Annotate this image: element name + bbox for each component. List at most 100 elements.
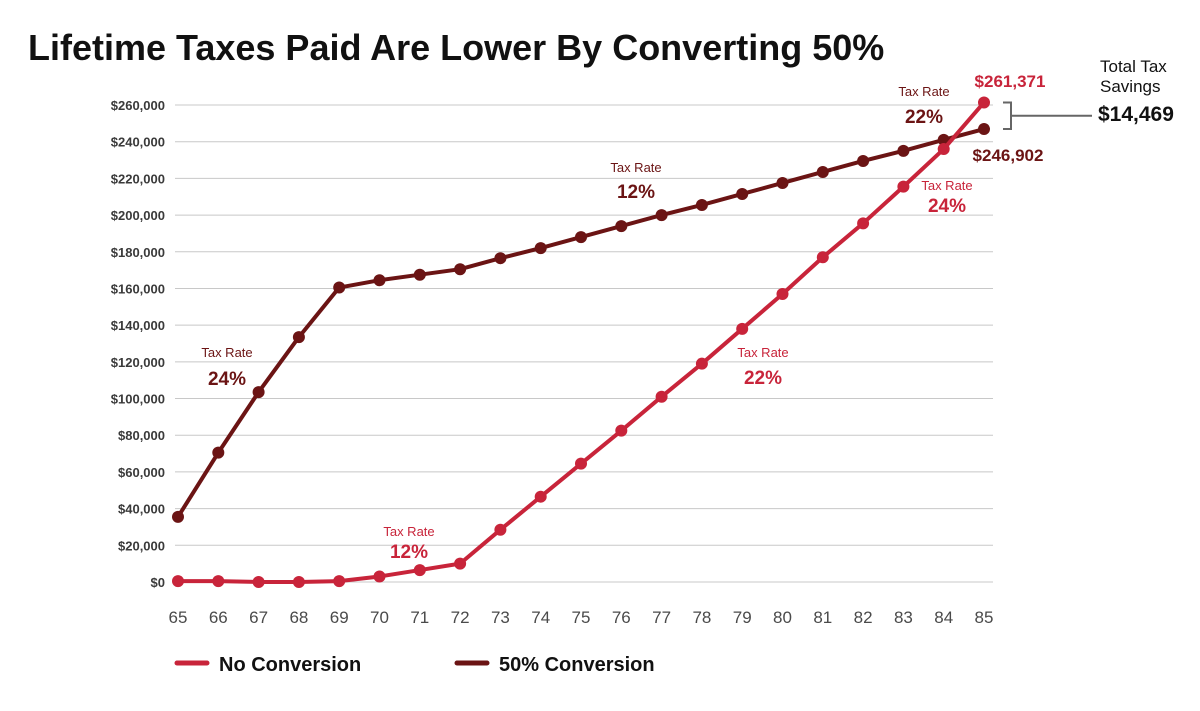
x-tick-label: 84: [934, 608, 953, 627]
data-point-no-conversion: [333, 575, 346, 588]
data-point-50-conversion: [494, 252, 507, 265]
y-tick-label: $100,000: [111, 392, 165, 407]
data-point-50-conversion: [212, 446, 225, 459]
data-point-50-conversion: [897, 144, 910, 157]
x-tick-label: 66: [209, 608, 228, 627]
y-tick-label: $20,000: [118, 538, 165, 553]
tax-rate-label: Tax Rate: [383, 524, 434, 539]
data-point-50-conversion: [695, 198, 708, 211]
tax-rate-label: Tax Rate: [737, 345, 788, 360]
x-tick-label: 69: [330, 608, 349, 627]
chart-title: Lifetime Taxes Paid Are Lower By Convert…: [28, 27, 884, 68]
end-value-label: $261,371: [975, 72, 1046, 91]
x-tick-label: 79: [733, 608, 752, 627]
data-point-50-conversion: [292, 331, 305, 344]
savings-label-line1: Total Tax: [1100, 57, 1167, 76]
data-point-no-conversion: [857, 217, 870, 230]
data-point-no-conversion: [172, 575, 184, 588]
x-axis-ticks: 65 66 67 68 69 70 71 72 73 74 75 76 77 78 79 80 81 82 83 84…: [169, 608, 994, 627]
data-point-50-conversion: [252, 386, 265, 399]
x-tick-label: 76: [612, 608, 631, 627]
legend-label-no-conversion: No Conversion: [219, 654, 361, 676]
tax-rate-annotation: Tax Rate 24%: [921, 178, 972, 217]
savings-bracket: [1003, 101, 1012, 131]
tax-rate-label: Tax Rate: [610, 160, 661, 175]
legend: No Conversion 50% Conversion: [174, 654, 655, 676]
data-point-no-conversion: [534, 490, 547, 503]
data-point-no-conversion: [978, 96, 990, 109]
x-tick-label: 83: [894, 608, 913, 627]
gridlines: [175, 104, 993, 583]
tax-rate-annotation: Tax Rate 22%: [737, 345, 788, 389]
x-tick-label: 78: [692, 608, 711, 627]
total-tax-savings-callout: Total Tax Savings $14,469: [1003, 57, 1174, 131]
data-point-no-conversion: [575, 457, 587, 470]
data-point-50-conversion: [373, 274, 386, 287]
tax-rate-annotation: Tax Rate 22%: [898, 84, 949, 128]
end-value-labels: $261,371 $246,902: [973, 72, 1046, 165]
data-point-no-conversion: [454, 557, 467, 570]
data-point-no-conversion: [897, 180, 910, 193]
tax-rate-value: 24%: [928, 196, 966, 217]
savings-value: $14,469: [1098, 103, 1174, 126]
data-point-no-conversion: [776, 287, 789, 300]
data-point-50-conversion: [534, 242, 547, 255]
x-tick-label: 67: [249, 608, 268, 627]
series-no-conversion: [172, 96, 990, 588]
x-tick-label: 80: [773, 608, 792, 627]
tax-rate-value: 12%: [617, 182, 655, 203]
tax-rate-value: 12%: [390, 542, 428, 563]
data-point-50-conversion: [454, 263, 467, 276]
data-point-50-conversion: [172, 510, 184, 523]
data-point-no-conversion: [373, 570, 386, 583]
data-point-50-conversion: [333, 281, 346, 294]
y-tick-label: $40,000: [118, 502, 165, 517]
x-tick-label: 72: [451, 608, 470, 627]
data-point-50-conversion: [776, 176, 789, 189]
x-tick-label: 70: [370, 608, 389, 627]
data-point-no-conversion: [695, 357, 708, 370]
tax-rate-label: Tax Rate: [898, 84, 949, 99]
x-tick-label: 82: [854, 608, 873, 627]
x-tick-label: 68: [289, 608, 308, 627]
data-point-no-conversion: [655, 390, 668, 403]
data-point-no-conversion: [816, 251, 829, 264]
tax-rate-annotation: Tax Rate 24%: [201, 345, 252, 390]
y-tick-label: $120,000: [111, 355, 165, 370]
series-50-conversion: [172, 123, 990, 523]
data-point-50-conversion: [575, 231, 587, 244]
y-axis-ticks: $0 $20,000 $40,000 $60,000 $80,000 $100,000 $1…: [111, 98, 165, 590]
data-point-50-conversion: [816, 165, 829, 178]
y-tick-label: $160,000: [111, 281, 165, 296]
x-tick-label: 65: [169, 608, 188, 627]
savings-label-line2: Savings: [1100, 77, 1160, 96]
x-tick-label: 74: [531, 608, 550, 627]
x-tick-label: 75: [572, 608, 591, 627]
data-point-50-conversion: [736, 187, 749, 200]
data-point-50-conversion: [413, 268, 426, 281]
tax-rate-label: Tax Rate: [201, 345, 252, 360]
y-tick-label: $60,000: [118, 465, 165, 480]
data-point-no-conversion: [413, 564, 426, 577]
data-point-no-conversion: [736, 322, 749, 335]
tax-rate-annotation: Tax Rate 12%: [383, 524, 434, 563]
y-tick-label: $240,000: [111, 135, 165, 150]
legend-item-50-conversion: 50% Conversion: [454, 654, 655, 676]
y-tick-label: $80,000: [118, 428, 165, 443]
data-point-50-conversion: [857, 154, 870, 167]
data-point-no-conversion: [212, 575, 225, 588]
end-value-label: $246,902: [973, 146, 1044, 165]
data-point-no-conversion: [937, 143, 950, 156]
y-tick-label: $140,000: [111, 318, 165, 333]
data-point-no-conversion: [615, 424, 628, 437]
x-tick-label: 71: [410, 608, 429, 627]
series-lines: [172, 96, 990, 588]
data-point-no-conversion: [292, 576, 305, 588]
y-tick-label: $0: [151, 575, 165, 590]
data-point-no-conversion: [252, 576, 265, 588]
x-tick-label: 81: [813, 608, 832, 627]
data-point-50-conversion: [978, 123, 990, 136]
data-point-50-conversion: [615, 220, 628, 233]
